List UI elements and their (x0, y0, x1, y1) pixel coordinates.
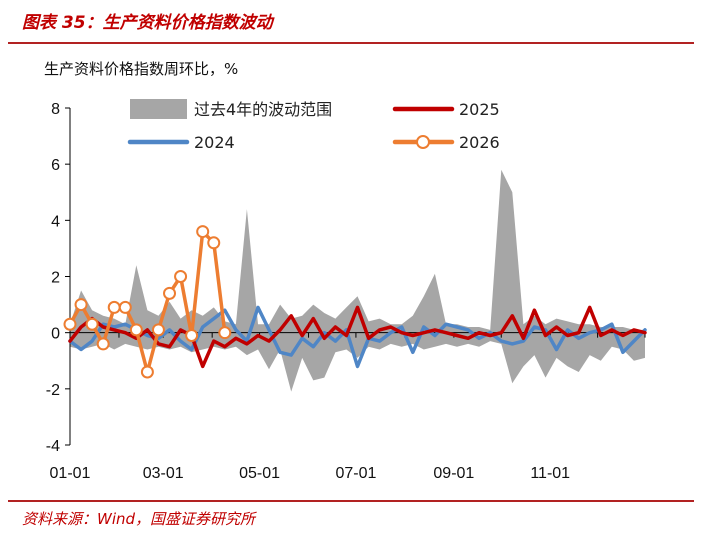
series-point-2026 (196, 225, 210, 239)
x-tick-label: 11-01 (530, 465, 570, 482)
series-point-2026 (74, 298, 88, 312)
legend-swatch-range (130, 99, 187, 119)
series-line-2025 (68, 305, 647, 369)
source-note: 资料来源：Wind，国盛证券研究所 (22, 510, 256, 528)
series-point-2026 (207, 236, 221, 250)
y-tick-label: 8 (51, 101, 60, 118)
y-tick-label: 0 (51, 326, 60, 343)
y-tick-label: -2 (46, 382, 60, 399)
range-band (70, 169, 645, 392)
series-line-2026 (68, 229, 227, 374)
series-point-2026 (85, 317, 99, 331)
series-point-2026 (129, 323, 143, 337)
x-tick-label: 09-01 (433, 465, 474, 482)
y-tick-label: 4 (51, 213, 60, 230)
legend-label-2025: 2025 (459, 100, 500, 119)
series-point-2026 (107, 300, 121, 314)
series-point-2026 (151, 323, 165, 337)
y-tick-label: 6 (51, 157, 60, 174)
legend-label-2026: 2026 (459, 133, 500, 152)
legend-item-2026: 2026 (392, 133, 500, 152)
footer-divider (8, 500, 694, 502)
series-point-2026 (174, 270, 188, 283)
legend-item-2025: 2025 (392, 100, 500, 119)
y-tick-label: 2 (51, 270, 60, 287)
chart-subtitle: 生产资料价格指数周环比，% (44, 60, 239, 78)
series-point-2026 (118, 300, 132, 314)
x-tick-label: 05-01 (239, 465, 280, 482)
series-point-2026 (218, 326, 232, 340)
series-point-2026 (140, 365, 154, 379)
legend-item-2024: 2024 (127, 133, 235, 152)
legend-label-2024: 2024 (194, 133, 235, 152)
series-point-2026 (163, 286, 177, 300)
series-point-2026 (63, 317, 77, 331)
series-line-2024 (68, 305, 647, 369)
x-tick-label: 07-01 (335, 465, 376, 482)
legend-label-range: 过去4年的波动范围 (194, 100, 332, 119)
series-point-2026 (96, 337, 110, 351)
legend-marker-2026 (416, 135, 430, 149)
series-point-2026 (185, 328, 199, 342)
y-tick-label: -4 (46, 438, 60, 455)
header-divider (8, 42, 694, 44)
figure-title: 图表 35：生产资料价格指数波动 (22, 13, 273, 33)
x-tick-label: 01-01 (50, 465, 91, 482)
x-tick-label: 03-01 (143, 465, 184, 482)
legend-item-range: 过去4年的波动范围 (130, 99, 332, 119)
